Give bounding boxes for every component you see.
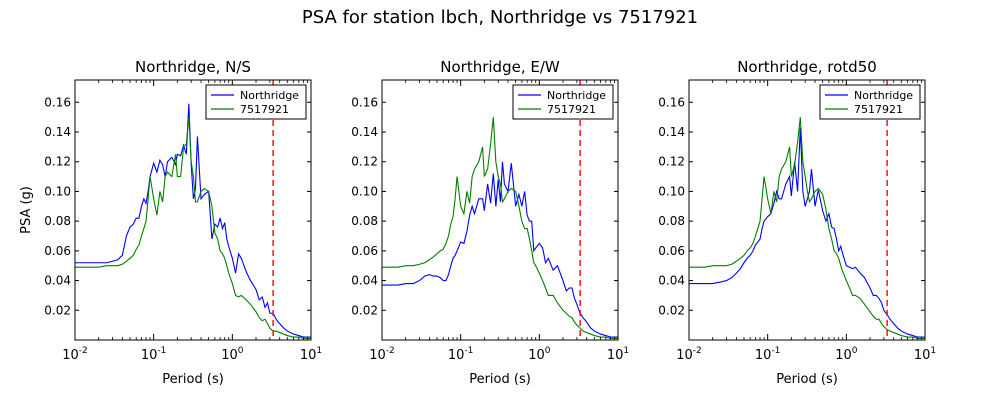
- subplot-title: Northridge, N/S: [135, 58, 251, 76]
- x-tick-label-base: 10: [62, 348, 79, 363]
- series-line-7517921: [75, 117, 311, 340]
- axes-frame: [688, 79, 926, 341]
- y-tick-label: 0.08: [44, 214, 71, 228]
- x-tick-label-base: 10: [221, 348, 238, 363]
- x-axis-label: Period (s): [776, 372, 838, 387]
- legend-entry: 7517921: [240, 103, 289, 116]
- x-tick-label-base: 10: [369, 348, 386, 363]
- y-tick-label: 0.04: [658, 274, 685, 288]
- x-tick-label-exp: -2: [386, 346, 395, 356]
- y-tick-label: 0.02: [351, 303, 378, 317]
- x-tick-label: 101: [300, 346, 322, 363]
- legend-box: [819, 84, 921, 120]
- series-line-northridge: [75, 103, 311, 338]
- legend-entry: 7517921: [547, 103, 596, 116]
- y-tick-label: 0.12: [658, 155, 685, 169]
- legend-entry: 7517921: [854, 103, 903, 116]
- x-tick-label-base: 10: [755, 348, 772, 363]
- legend-entry: Northridge: [547, 89, 606, 102]
- x-tick-label-base: 10: [528, 348, 545, 363]
- y-tick-label: 0.12: [351, 155, 378, 169]
- y-tick-label: 0.14: [44, 125, 71, 139]
- x-tick-label-base: 10: [676, 348, 693, 363]
- figure-suptitle: PSA for station lbch, Northridge vs 7517…: [302, 7, 698, 28]
- y-tick-label: 0.10: [351, 184, 378, 198]
- x-tick-label: 100: [221, 346, 244, 363]
- x-tick-label-base: 10: [607, 348, 624, 363]
- legend-entry: Northridge: [854, 89, 913, 102]
- x-axis-label: Period (s): [162, 372, 224, 387]
- x-tick-label-exp: -1: [771, 346, 780, 356]
- legend-box: [512, 84, 614, 120]
- y-tick-label: 0.14: [658, 125, 685, 139]
- legend-entry: Northridge: [240, 89, 299, 102]
- subplot-title: Northridge, E/W: [440, 58, 560, 76]
- x-tick-label: 10-1: [755, 346, 781, 363]
- y-tick-label: 0.02: [44, 303, 71, 317]
- x-tick-label-base: 10: [914, 348, 931, 363]
- x-tick-label: 10-1: [141, 346, 167, 363]
- y-tick-label: 0.12: [44, 155, 71, 169]
- legend-box: [205, 84, 307, 120]
- subplot-panels: Northridge, N/S 0.02 0.04 0.06 0.08 0.10 0.12 0…: [19, 58, 936, 387]
- y-tick-label: 0.02: [658, 303, 685, 317]
- x-tick-label: 10-2: [369, 346, 395, 363]
- x-tick-label: 10-2: [676, 346, 702, 363]
- x-tick-label: 100: [528, 346, 551, 363]
- series-line-7517921: [689, 117, 925, 340]
- y-tick-label: 0.08: [658, 214, 685, 228]
- x-axis-label: Period (s): [469, 372, 531, 387]
- x-tick-label-exp: 0: [545, 346, 551, 356]
- x-tick-label-exp: -1: [464, 346, 473, 356]
- x-tick-label: 101: [607, 346, 629, 363]
- x-tick-label-base: 10: [835, 348, 852, 363]
- series-line-northridge: [382, 161, 618, 338]
- x-tick-label-exp: 1: [316, 346, 322, 356]
- axes-frame: [381, 79, 619, 341]
- x-tick-label: 100: [835, 346, 858, 363]
- x-tick-label-exp: -2: [693, 346, 702, 356]
- y-tick-label: 0.16: [658, 95, 685, 109]
- subplot-2: Northridge, E/W 0.02 0.04 0.06 0.08 0.10 0.12 0…: [351, 58, 629, 387]
- x-tick-label: 10-2: [62, 346, 88, 363]
- series-line-northridge: [689, 127, 925, 338]
- y-tick-label: 0.08: [351, 214, 378, 228]
- x-tick-label-exp: -1: [157, 346, 166, 356]
- x-tick-label-exp: 0: [852, 346, 858, 356]
- y-tick-label: 0.06: [44, 244, 71, 258]
- x-tick-label-base: 10: [300, 348, 317, 363]
- series-line-7517921: [382, 117, 618, 340]
- subplot-1: Northridge, N/S 0.02 0.04 0.06 0.08 0.10 0.12 0…: [19, 58, 322, 387]
- x-tick-label: 10-1: [448, 346, 474, 363]
- y-tick-label: 0.04: [44, 274, 71, 288]
- y-tick-label: 0.06: [351, 244, 378, 258]
- x-tick-label-exp: 0: [238, 346, 244, 356]
- x-tick-label-exp: 1: [930, 346, 936, 356]
- y-tick-label: 0.14: [351, 125, 378, 139]
- x-tick-label: 101: [914, 346, 936, 363]
- x-tick-label-exp: 1: [623, 346, 629, 356]
- y-tick-label: 0.16: [351, 95, 378, 109]
- y-tick-label: 0.06: [658, 244, 685, 258]
- axes-frame: [74, 79, 312, 341]
- x-tick-label-exp: -2: [79, 346, 88, 356]
- y-tick-label: 0.16: [44, 95, 71, 109]
- x-tick-label-base: 10: [448, 348, 465, 363]
- y-tick-label: 0.04: [351, 274, 378, 288]
- x-tick-label-base: 10: [141, 348, 158, 363]
- y-tick-label: 0.10: [44, 184, 71, 198]
- subplot-3: Northridge, rotd50 0.02 0.04 0.06 0.08 0.10 0.…: [658, 58, 936, 387]
- y-tick-label: 0.10: [658, 184, 685, 198]
- subplot-title: Northridge, rotd50: [737, 58, 877, 76]
- y-axis-label: PSA (g): [19, 186, 34, 234]
